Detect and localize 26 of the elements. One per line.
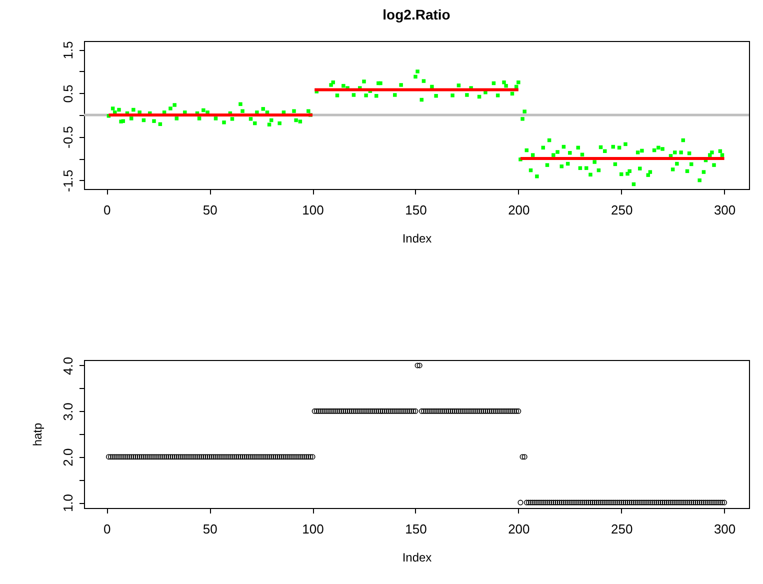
y-tick-label: 1.5 [60, 41, 76, 60]
y-tick-label: 2.0 [60, 448, 76, 466]
y-tick-label: 1.0 [60, 494, 76, 512]
x-axis-title: Index [402, 232, 432, 246]
y-tick-label: 0.5 [60, 84, 76, 103]
y-tick-label: -0.5 [60, 126, 76, 148]
x-tick-label: 0 [104, 522, 111, 536]
x-tick-label: 250 [611, 522, 633, 536]
x-axis-title: Index [402, 550, 432, 564]
y-tick-label: 3.0 [60, 402, 76, 421]
x-tick-label: 100 [302, 202, 324, 218]
x-tick-label: 300 [714, 522, 736, 536]
x-tick-label: 300 [714, 202, 736, 218]
chart-title: log2.Ratio [382, 6, 450, 23]
y-tick-label: 4.0 [60, 356, 76, 376]
x-tick-label: 250 [611, 202, 633, 218]
x-tick-label: 200 [508, 522, 530, 536]
x-tick-label: 100 [302, 522, 324, 536]
y-axis-title: hatp [30, 422, 44, 446]
x-tick-label: 0 [104, 202, 111, 218]
x-tick-label: 150 [405, 522, 427, 536]
x-tick-label: 200 [508, 202, 530, 218]
y-tick-label: -1.5 [60, 170, 76, 192]
x-tick-label: 150 [405, 202, 427, 218]
x-tick-label: 50 [202, 522, 218, 536]
x-tick-label: 50 [202, 202, 218, 218]
